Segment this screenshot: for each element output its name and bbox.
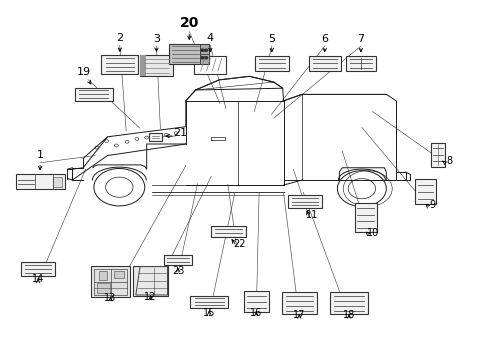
Bar — [169, 44, 209, 64]
Bar — [114, 271, 124, 278]
Bar — [53, 176, 62, 187]
Bar — [190, 296, 228, 308]
Circle shape — [201, 49, 203, 51]
Text: 14: 14 — [32, 274, 44, 284]
Bar — [163, 255, 192, 265]
Text: 15: 15 — [203, 307, 215, 318]
Bar — [140, 55, 173, 76]
Circle shape — [201, 57, 203, 59]
Bar — [91, 266, 129, 297]
Text: 21: 21 — [173, 127, 186, 138]
Bar — [329, 292, 367, 314]
Text: 10: 10 — [366, 228, 378, 238]
Circle shape — [204, 57, 207, 59]
Text: 9: 9 — [428, 199, 434, 210]
Bar — [94, 269, 126, 294]
Bar — [346, 56, 375, 71]
Bar — [211, 226, 246, 237]
Text: 20: 20 — [179, 15, 199, 30]
Text: 6: 6 — [321, 34, 327, 44]
Circle shape — [204, 49, 207, 51]
Text: 19: 19 — [77, 67, 91, 77]
Bar — [75, 88, 113, 101]
Text: 12: 12 — [144, 292, 157, 302]
Bar — [99, 271, 107, 280]
Bar — [281, 292, 316, 314]
Text: 11: 11 — [305, 210, 318, 220]
Bar — [21, 262, 55, 276]
Text: 16: 16 — [249, 307, 262, 318]
Bar — [16, 174, 64, 189]
Bar — [255, 56, 288, 71]
Bar — [140, 55, 145, 76]
Text: 23: 23 — [171, 266, 184, 276]
Text: 7: 7 — [357, 34, 364, 44]
Bar — [354, 203, 376, 232]
Text: 13: 13 — [104, 293, 117, 303]
Bar — [97, 283, 109, 293]
Text: 3: 3 — [153, 34, 160, 44]
Text: 8: 8 — [446, 156, 452, 166]
Text: 18: 18 — [342, 310, 355, 320]
Bar — [102, 55, 138, 74]
Text: 5: 5 — [268, 34, 275, 44]
Text: 17: 17 — [292, 310, 305, 320]
Bar — [430, 143, 444, 166]
Bar — [308, 56, 340, 71]
Bar — [199, 44, 209, 64]
Text: 2: 2 — [116, 33, 123, 43]
Bar — [243, 291, 268, 312]
Text: 4: 4 — [206, 33, 213, 43]
Polygon shape — [136, 267, 167, 295]
Bar — [133, 266, 168, 296]
Text: 1: 1 — [37, 150, 43, 160]
Bar — [414, 179, 435, 204]
Bar — [149, 133, 162, 141]
Bar — [194, 56, 225, 74]
Text: 22: 22 — [233, 239, 245, 249]
Bar — [287, 195, 322, 208]
